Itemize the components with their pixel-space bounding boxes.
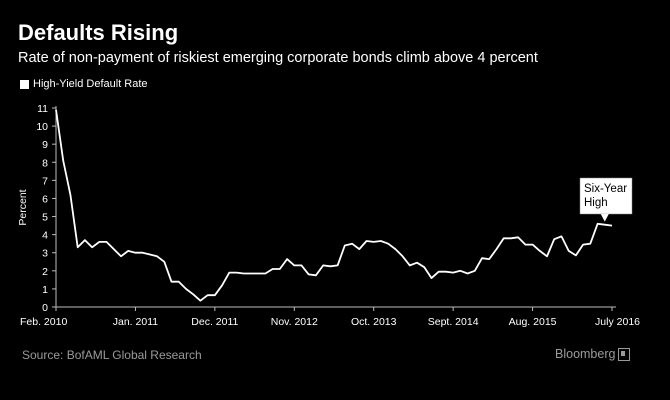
bloomberg-logo-icon [618, 347, 631, 361]
series-line-high-yield-default-rate [55, 109, 613, 302]
source-note: Source: BofAML Global Research [22, 348, 202, 362]
y-tick-label-6: 6 [42, 193, 48, 205]
x-tick-label-2: Dec. 2011 [191, 316, 238, 328]
y-tick-label-0: 0 [42, 302, 48, 314]
bloomberg-logo: Bloomberg [555, 347, 631, 361]
x-tick-label-5: Sept. 2014 [428, 316, 479, 328]
y-tick-label-2: 2 [42, 266, 48, 278]
y-tick-label-11: 11 [37, 103, 48, 115]
x-tick-label-6: Aug. 2015 [509, 316, 557, 328]
legend: High-Yield Default Rate [20, 78, 148, 90]
annotation-pointer [600, 214, 609, 222]
y-axis-label: Percent [17, 189, 29, 225]
chart-subtitle: Rate of non-payment of riskiest emerging… [18, 50, 538, 66]
y-tick-label-9: 9 [42, 139, 48, 151]
x-tick-label-4: Oct. 2013 [351, 316, 397, 328]
y-tick-label-7: 7 [42, 175, 48, 187]
y-tick-label-8: 8 [42, 157, 48, 169]
x-tick-label-3: Nov. 2012 [271, 316, 318, 328]
x-tick-label-0: Feb. 2010 [20, 316, 67, 328]
logo-text: Bloomberg [555, 347, 616, 361]
legend-label: High-Yield Default Rate [33, 78, 148, 90]
annotation-text-1: High [584, 197, 608, 209]
legend-swatch [20, 79, 29, 89]
x-tick-label-7: July 2016 [595, 316, 640, 328]
y-tick-label-5: 5 [42, 212, 48, 224]
annotation-box [579, 177, 633, 215]
y-tick-label-4: 4 [42, 230, 48, 242]
annotation-text-0: Six-Year [584, 183, 627, 195]
y-tick-label-3: 3 [42, 248, 48, 260]
y-tick-label-1: 1 [42, 284, 48, 296]
y-tick-label-10: 10 [36, 121, 48, 133]
x-tick-label-1: Jan. 2011 [113, 316, 159, 328]
chart-title: Defaults Rising [18, 20, 179, 45]
